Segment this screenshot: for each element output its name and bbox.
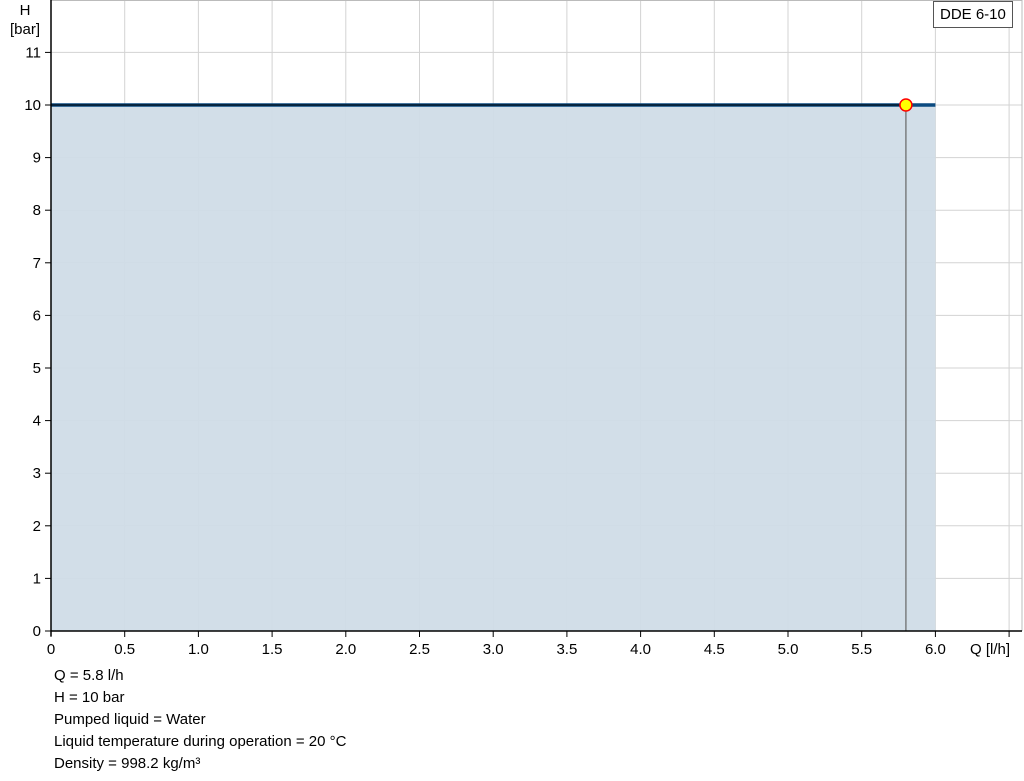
y-tick-label: 5 [33,360,41,377]
y-tick-label: 1 [33,570,41,587]
x-axis-label: Q [l/h] [970,641,1010,658]
x-tick-label: 2.5 [409,641,430,658]
legend-label: DDE 6-10 [940,6,1006,23]
legend: DDE 6-10 [933,1,1013,28]
y-tick-label: 3 [33,465,41,482]
x-tick-label: 4.5 [704,641,725,658]
x-tick-label: 0.5 [114,641,135,658]
x-tick-label: 6.0 [925,641,946,658]
y-tick-label: 9 [33,150,41,167]
y-tick-label: 0 [33,623,41,640]
y-tick-label: 6 [33,307,41,324]
y-axis-label: H [20,2,31,19]
operating-point [899,98,913,112]
curve-area-fill [51,105,936,631]
x-tick-label: 4.0 [630,641,651,658]
info-liquid: Pumped liquid = Water [54,711,206,728]
operating-info: Q = 5.8 l/h H = 10 bar Pumped liquid = W… [54,665,346,775]
y-tick-label: 8 [33,202,41,219]
info-density: Density = 998.2 kg/m³ [54,755,201,772]
y-tick-label: 7 [33,255,41,272]
x-tick-label: 3.5 [556,641,577,658]
info-head: H = 10 bar [54,689,125,706]
x-tick-label: 3.0 [483,641,504,658]
y-tick-label: 10 [24,97,41,114]
y-tick-label: 11 [25,44,41,61]
x-tick-label: 5.0 [778,641,799,658]
info-flow: Q = 5.8 l/h [54,667,124,684]
info-temperature: Liquid temperature during operation = 20… [54,733,347,750]
x-tick-label: 0 [47,641,55,658]
x-tick-label: 1.5 [262,641,283,658]
y-axis-unit: [bar] [10,21,40,38]
x-tick-label: 2.0 [335,641,356,658]
y-tick-label: 4 [33,413,41,430]
x-tick-label: 1.0 [188,641,209,658]
y-tick-label: 2 [33,518,41,535]
x-tick-label: 5.5 [851,641,872,658]
